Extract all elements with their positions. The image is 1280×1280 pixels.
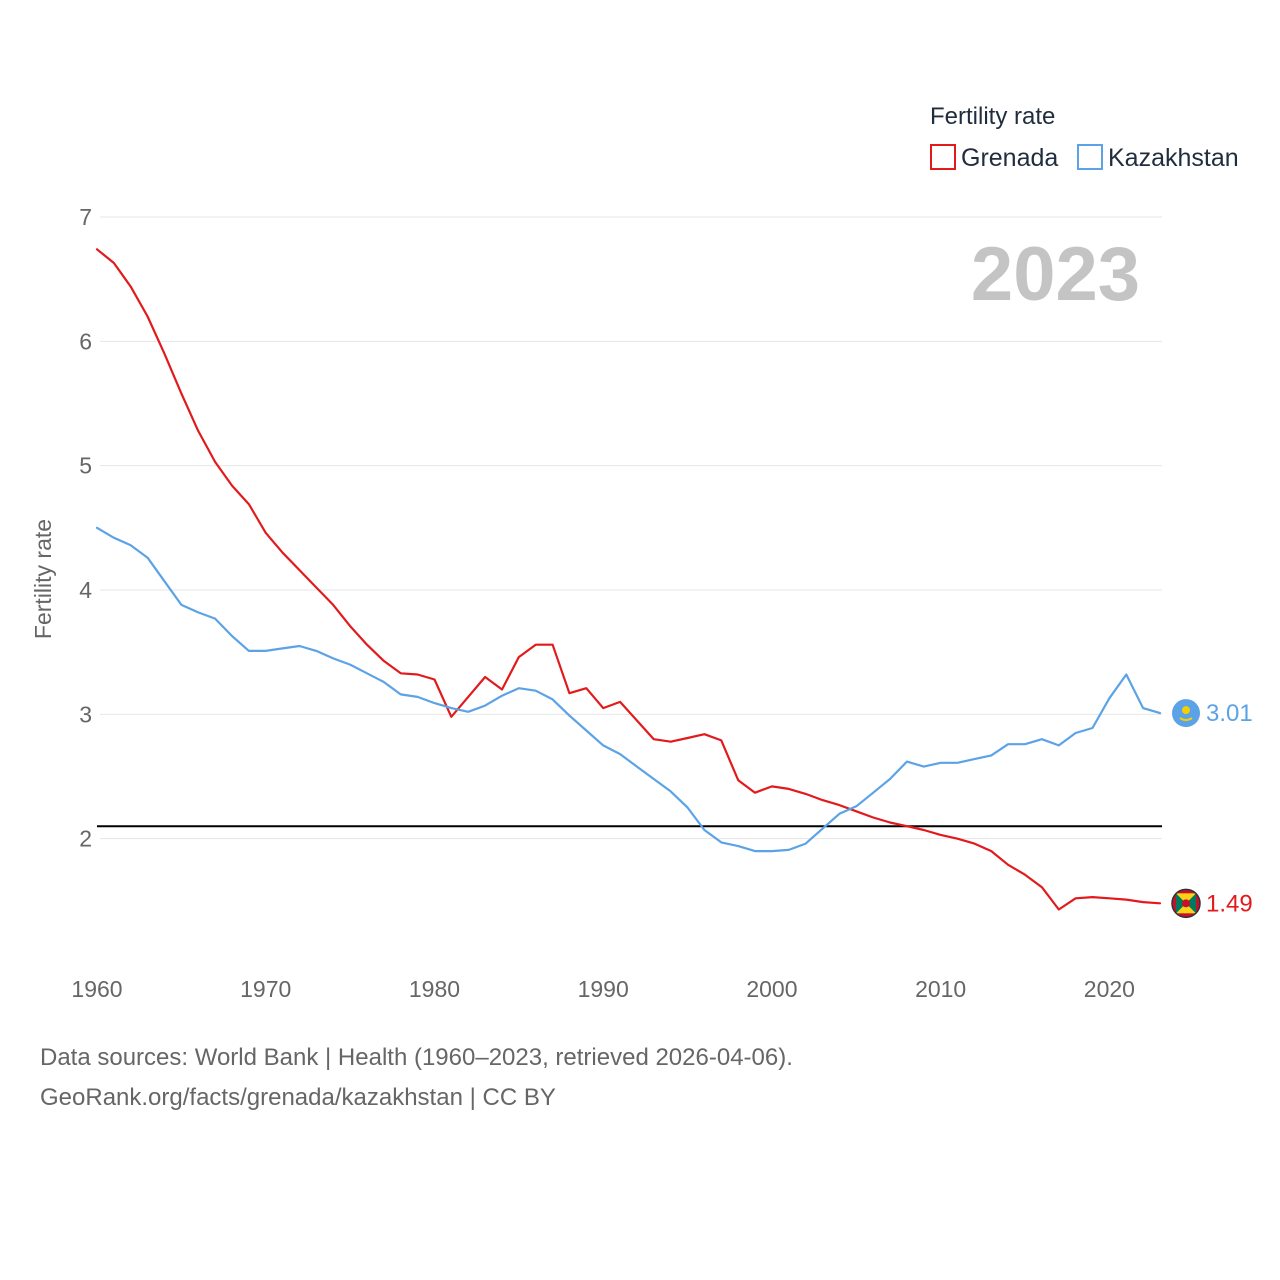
- endpoint-grenada: [1171, 888, 1201, 919]
- y-axis-label: Fertility rate: [30, 519, 56, 639]
- footer-attribution[interactable]: GeoRank.org/facts/grenada/kazakhstan | C…: [40, 1084, 556, 1111]
- footer-sources: Data sources: World Bank | Health (1960–…: [40, 1044, 793, 1071]
- x-tick-label-1970: 1970: [240, 976, 291, 1002]
- y-tick-label-3: 3: [79, 701, 92, 727]
- x-tick-label-1960: 1960: [71, 976, 122, 1002]
- x-tick-label-2020: 2020: [1084, 976, 1135, 1002]
- grenada-flag-ring: [1171, 888, 1201, 919]
- y-tick-label-6: 6: [79, 328, 92, 354]
- legend-swatch-kazakhstan: [1077, 144, 1103, 170]
- current-year-watermark: 2023: [971, 232, 1140, 317]
- endpoint-kazakhstan: [1172, 699, 1200, 728]
- gridlines: [100, 216, 1162, 840]
- kazakhstan-flag-sun: [1182, 706, 1190, 715]
- y-tick-label-2: 2: [79, 826, 92, 852]
- legend-item-kazakhstan[interactable]: Kazakhstan: [1077, 144, 1239, 172]
- x-tick-label-2010: 2010: [915, 976, 966, 1002]
- legend-label-grenada: Grenada: [961, 144, 1058, 172]
- kazakhstan-flag-eagle: [1179, 717, 1193, 722]
- y-tick-label-4: 4: [79, 577, 92, 603]
- legend-label-kazakhstan: Kazakhstan: [1108, 144, 1239, 172]
- legend-title: Fertility rate: [930, 103, 1055, 130]
- legend: Fertility rate Grenada Kazakhstan: [930, 103, 1239, 172]
- series-line-kazakhstan: [95, 526, 1162, 853]
- series-endpoints: 1.49 3.01: [1171, 699, 1253, 919]
- y-tick-label-5: 5: [79, 453, 92, 479]
- series-lines: [95, 248, 1162, 911]
- end-label-kazakhstan: 3.01: [1206, 700, 1253, 727]
- y-tick-label-7: 7: [79, 204, 92, 230]
- x-axis-ticks: 1960 1970 1980 1990 2000 2010 2020: [71, 976, 1135, 1002]
- grenada-flag-triangle-left: [1176, 893, 1186, 914]
- series-line-grenada: [95, 248, 1162, 911]
- end-label-grenada: 1.49: [1206, 890, 1253, 917]
- legend-item-grenada[interactable]: Grenada: [930, 144, 1058, 172]
- x-tick-label-2000: 2000: [746, 976, 797, 1002]
- legend-swatch-grenada: [930, 144, 956, 170]
- grenada-flag-disc: [1182, 899, 1190, 908]
- x-tick-label-1980: 1980: [409, 976, 460, 1002]
- y-axis-ticks: 2 3 4 5 6 7: [79, 204, 92, 852]
- x-tick-label-1990: 1990: [578, 976, 629, 1002]
- grenada-flag-triangle-right: [1186, 893, 1196, 914]
